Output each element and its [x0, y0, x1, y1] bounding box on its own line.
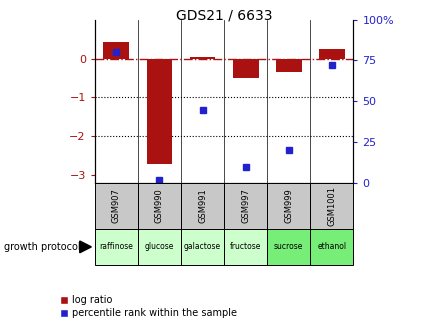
Text: growth protocol: growth protocol — [4, 242, 81, 252]
Bar — [181, 183, 224, 229]
Text: galactose: galactose — [184, 242, 221, 251]
Bar — [95, 183, 138, 229]
Bar — [146, 59, 172, 164]
Text: glucose: glucose — [144, 242, 174, 251]
Legend: log ratio, percentile rank within the sample: log ratio, percentile rank within the sa… — [56, 291, 240, 322]
Bar — [232, 59, 258, 78]
Polygon shape — [80, 241, 91, 253]
Bar — [275, 59, 301, 72]
Text: GSM997: GSM997 — [241, 189, 249, 223]
Bar — [95, 229, 138, 265]
Bar — [310, 183, 353, 229]
Bar — [267, 229, 310, 265]
Bar — [103, 42, 129, 59]
Text: GDS21 / 6633: GDS21 / 6633 — [175, 8, 272, 22]
Bar — [318, 49, 344, 59]
Text: GSM991: GSM991 — [198, 189, 206, 223]
Bar — [138, 229, 181, 265]
Bar — [138, 183, 181, 229]
Text: raffinose: raffinose — [99, 242, 133, 251]
Text: GSM1001: GSM1001 — [327, 186, 335, 226]
Text: ethanol: ethanol — [316, 242, 346, 251]
Text: GSM999: GSM999 — [284, 189, 292, 223]
Bar — [267, 183, 310, 229]
Bar — [189, 57, 215, 59]
Bar — [224, 229, 267, 265]
Bar — [181, 229, 224, 265]
Text: sucrose: sucrose — [273, 242, 303, 251]
Bar — [224, 183, 267, 229]
Text: fructose: fructose — [230, 242, 261, 251]
Text: GSM990: GSM990 — [155, 189, 163, 223]
Text: GSM907: GSM907 — [112, 189, 120, 223]
Bar — [310, 229, 353, 265]
